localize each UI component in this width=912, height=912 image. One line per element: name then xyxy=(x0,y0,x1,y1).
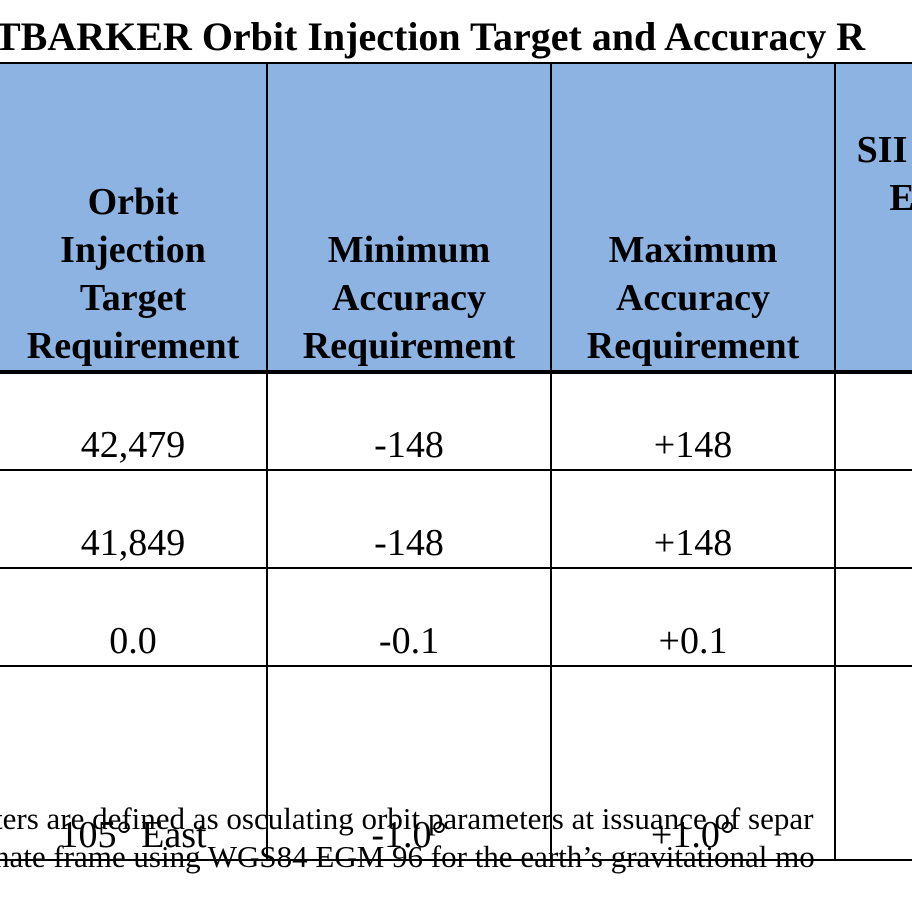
table-row: 0.0 -0.1 +0.1 xyxy=(0,567,912,667)
cell-clipped xyxy=(834,567,912,667)
header-clipped-column: SII E xyxy=(834,62,912,374)
cell-target: 41,849 xyxy=(0,469,268,569)
cell-maximum: +148 xyxy=(550,469,836,569)
cell-target: 42,479 xyxy=(0,371,268,471)
header-orbit-injection-target: Orbit Injection Target Requirement xyxy=(0,62,268,374)
cell-minimum: -148 xyxy=(266,371,552,471)
cell-maximum: +1.0° xyxy=(550,665,836,861)
table-row: 41,849 -148 +148 xyxy=(0,469,912,569)
cell-target: 0.0 xyxy=(0,567,268,667)
table-title: TBARKER Orbit Injection Target and Accur… xyxy=(0,14,866,59)
table-row: 105° East -1.0° +1.0° xyxy=(0,665,912,861)
header-minimum-accuracy: Minimum Accuracy Requirement xyxy=(266,62,552,374)
header-maximum-accuracy: Maximum Accuracy Requirement xyxy=(550,62,836,374)
cell-target: 105° East xyxy=(0,665,268,861)
cell-maximum: +0.1 xyxy=(550,567,836,667)
note-line: nate frame using WGS84 EGM 96 for the ea… xyxy=(0,839,815,874)
cell-minimum: -148 xyxy=(266,469,552,569)
cell-maximum: +148 xyxy=(550,371,836,471)
orbit-injection-table: Orbit Injection Target Requirement Minim… xyxy=(0,62,912,861)
header-row: Orbit Injection Target Requirement Minim… xyxy=(0,62,912,374)
cell-clipped xyxy=(834,371,912,471)
table-row: 42,479 -148 +148 xyxy=(0,371,912,471)
cell-clipped xyxy=(834,665,912,861)
cell-minimum: -0.1 xyxy=(266,567,552,667)
table-notes: ters are defined as osculating orbit par… xyxy=(0,800,912,876)
note-line: ters are defined as osculating orbit par… xyxy=(0,801,814,836)
cell-minimum: -1.0° xyxy=(266,665,552,861)
cell-clipped xyxy=(834,469,912,569)
